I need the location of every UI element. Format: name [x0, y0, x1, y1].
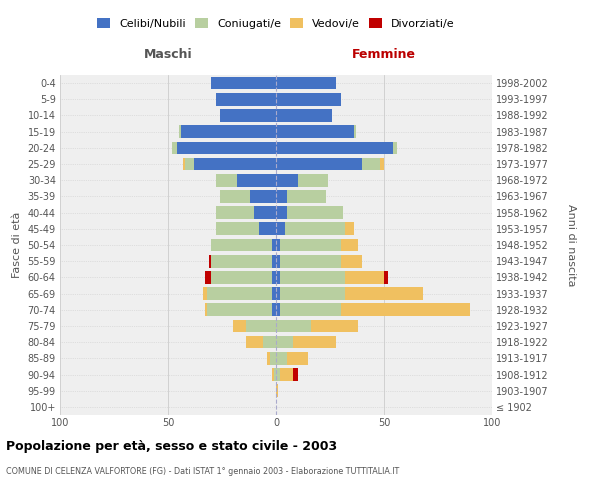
Bar [384, 271, 388, 283]
Bar [276, 206, 287, 219]
Bar [185, 158, 194, 170]
Bar [181, 126, 276, 138]
Bar [179, 126, 181, 138]
Bar [276, 158, 362, 170]
Bar [341, 304, 470, 316]
Bar [276, 238, 280, 252]
Bar [280, 304, 341, 316]
Bar [259, 222, 276, 235]
Bar [276, 142, 392, 154]
Bar [287, 206, 343, 219]
Bar [345, 271, 384, 283]
Bar [280, 255, 341, 268]
Bar [276, 77, 337, 90]
Bar [345, 222, 354, 235]
Bar [203, 288, 207, 300]
Bar [183, 158, 185, 170]
Bar [276, 320, 311, 332]
Bar [172, 142, 176, 154]
Bar [276, 126, 354, 138]
Bar [215, 174, 237, 186]
Bar [272, 271, 276, 283]
Bar [215, 222, 259, 235]
Y-axis label: Fasce di età: Fasce di età [12, 212, 22, 278]
Text: Maschi: Maschi [143, 48, 193, 62]
Bar [220, 109, 276, 122]
Bar [276, 288, 280, 300]
Bar [176, 142, 276, 154]
Bar [362, 158, 380, 170]
Bar [341, 255, 362, 268]
Text: Popolazione per età, sesso e stato civile - 2003: Popolazione per età, sesso e stato civil… [6, 440, 337, 453]
Bar [276, 304, 280, 316]
Bar [269, 352, 276, 364]
Bar [220, 190, 250, 202]
Bar [268, 352, 269, 364]
Bar [284, 222, 345, 235]
Text: Femmine: Femmine [352, 48, 416, 62]
Bar [205, 271, 211, 283]
Bar [276, 222, 284, 235]
Bar [205, 304, 207, 316]
Bar [287, 190, 326, 202]
Bar [276, 109, 332, 122]
Bar [207, 288, 272, 300]
Bar [272, 304, 276, 316]
Bar [211, 77, 276, 90]
Bar [280, 368, 293, 381]
Bar [209, 255, 211, 268]
Bar [272, 255, 276, 268]
Bar [246, 336, 263, 348]
Bar [276, 352, 287, 364]
Bar [272, 288, 276, 300]
Bar [215, 206, 254, 219]
Bar [263, 336, 276, 348]
Bar [211, 255, 272, 268]
Bar [250, 190, 276, 202]
Bar [293, 336, 337, 348]
Bar [280, 271, 345, 283]
Bar [211, 271, 272, 283]
Bar [272, 368, 274, 381]
Legend: Celibi/Nubili, Coniugati/e, Vedovi/e, Divorziati/e: Celibi/Nubili, Coniugati/e, Vedovi/e, Di… [95, 16, 457, 31]
Bar [341, 238, 358, 252]
Bar [298, 174, 328, 186]
Bar [345, 288, 423, 300]
Bar [276, 271, 280, 283]
Bar [207, 304, 272, 316]
Bar [293, 368, 298, 381]
Bar [276, 384, 278, 397]
Bar [392, 142, 397, 154]
Bar [233, 320, 246, 332]
Bar [287, 352, 308, 364]
Bar [276, 174, 298, 186]
Bar [272, 238, 276, 252]
Bar [276, 190, 287, 202]
Bar [246, 320, 276, 332]
Bar [276, 336, 293, 348]
Bar [211, 238, 272, 252]
Bar [215, 93, 276, 106]
Text: COMUNE DI CELENZA VALFORTORE (FG) - Dati ISTAT 1° gennaio 2003 - Elaborazione TU: COMUNE DI CELENZA VALFORTORE (FG) - Dati… [6, 468, 399, 476]
Bar [311, 320, 358, 332]
Bar [380, 158, 384, 170]
Bar [354, 126, 356, 138]
Bar [276, 255, 280, 268]
Bar [237, 174, 276, 186]
Bar [254, 206, 276, 219]
Bar [274, 368, 276, 381]
Bar [280, 288, 345, 300]
Bar [276, 368, 280, 381]
Bar [276, 93, 341, 106]
Bar [280, 238, 341, 252]
Bar [194, 158, 276, 170]
Y-axis label: Anni di nascita: Anni di nascita [566, 204, 576, 286]
